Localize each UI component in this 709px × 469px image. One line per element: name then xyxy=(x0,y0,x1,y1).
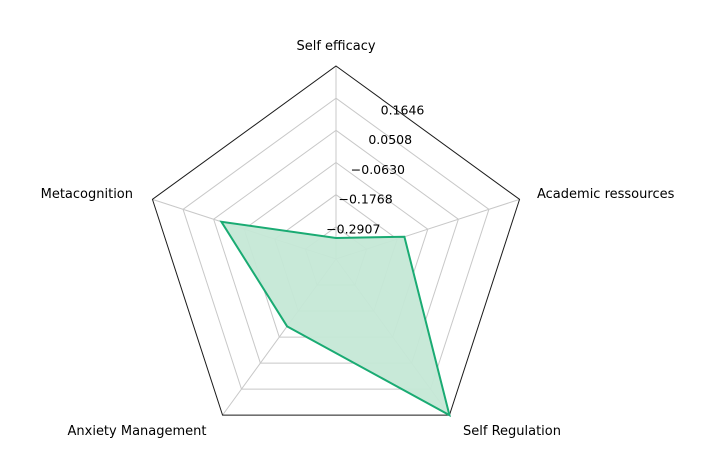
category-label: Self efficacy xyxy=(296,39,375,54)
category-label: Metacognition xyxy=(41,187,133,202)
tick-label: −0.1768 xyxy=(338,192,392,207)
category-label: Anxiety Management xyxy=(68,424,207,439)
category-label: Academic ressources xyxy=(537,187,675,202)
series-layer xyxy=(221,222,449,416)
tick-label: −0.2907 xyxy=(326,221,380,236)
series-area xyxy=(221,222,449,415)
tick-label: −0.0630 xyxy=(351,162,405,177)
tick-label: 0.1646 xyxy=(381,102,425,117)
category-label: Self Regulation xyxy=(463,424,561,439)
tick-label: 0.0508 xyxy=(368,132,412,147)
